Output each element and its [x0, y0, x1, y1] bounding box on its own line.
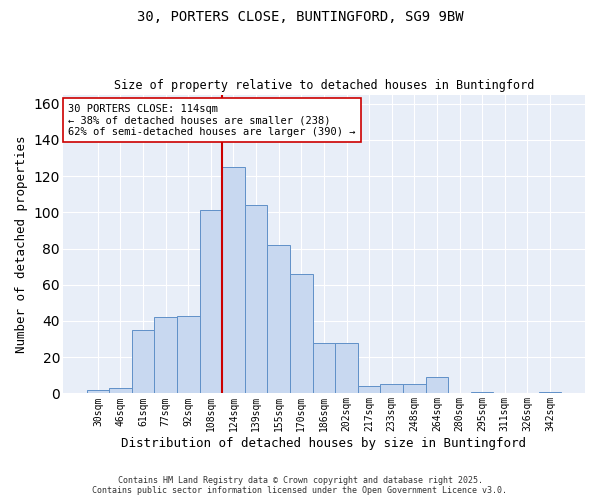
Bar: [200, 210, 222, 394]
Bar: [403, 384, 425, 394]
Bar: [335, 342, 358, 394]
Bar: [86, 390, 109, 394]
Y-axis label: Number of detached properties: Number of detached properties: [15, 135, 28, 352]
Bar: [132, 330, 154, 394]
Bar: [245, 205, 268, 394]
Bar: [425, 377, 448, 394]
Text: 30, PORTERS CLOSE, BUNTINGFORD, SG9 9BW: 30, PORTERS CLOSE, BUNTINGFORD, SG9 9BW: [137, 10, 463, 24]
Bar: [313, 342, 335, 394]
Bar: [268, 245, 290, 394]
Bar: [380, 384, 403, 394]
X-axis label: Distribution of detached houses by size in Buntingford: Distribution of detached houses by size …: [121, 437, 526, 450]
Bar: [222, 167, 245, 394]
Title: Size of property relative to detached houses in Buntingford: Size of property relative to detached ho…: [114, 79, 534, 92]
Bar: [290, 274, 313, 394]
Text: Contains HM Land Registry data © Crown copyright and database right 2025.
Contai: Contains HM Land Registry data © Crown c…: [92, 476, 508, 495]
Bar: [154, 318, 177, 394]
Bar: [358, 386, 380, 394]
Bar: [109, 388, 132, 394]
Bar: [177, 316, 200, 394]
Text: 30 PORTERS CLOSE: 114sqm
← 38% of detached houses are smaller (238)
62% of semi-: 30 PORTERS CLOSE: 114sqm ← 38% of detach…: [68, 104, 356, 136]
Bar: [539, 392, 561, 394]
Bar: [471, 392, 493, 394]
